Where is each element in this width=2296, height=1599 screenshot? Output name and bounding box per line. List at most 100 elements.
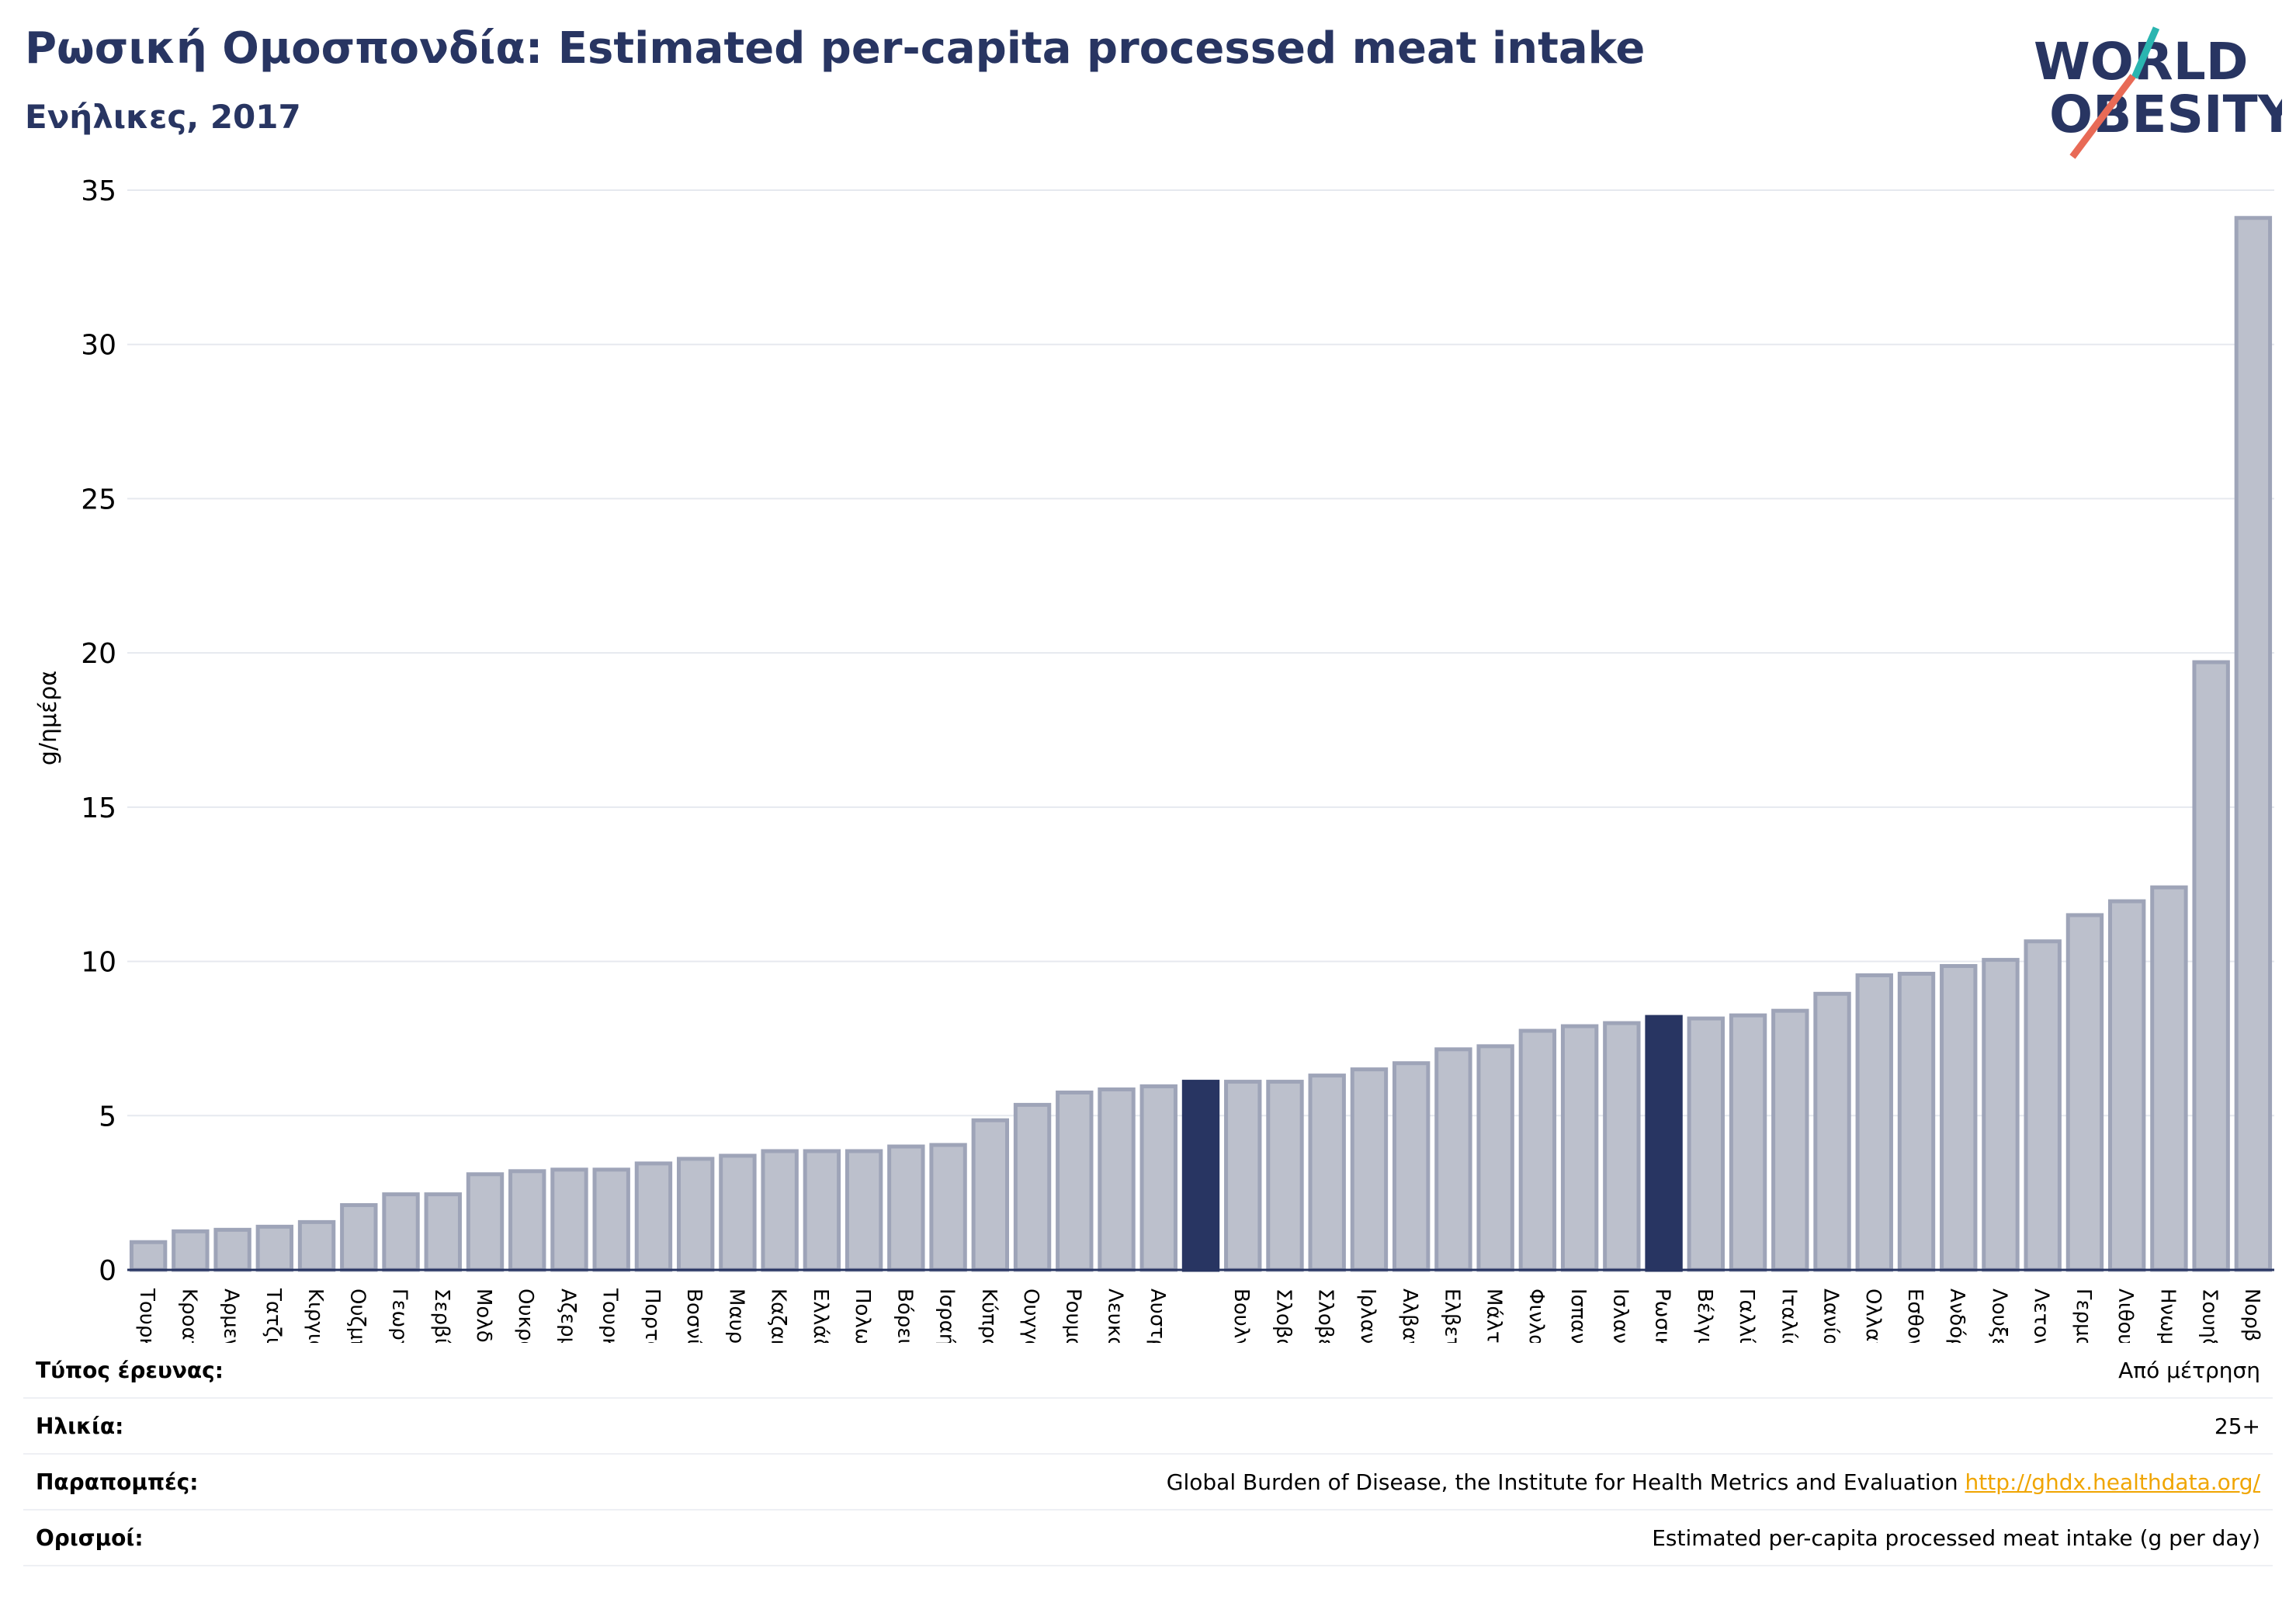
x-tick-label: Ουγγαρία [1019,1289,1042,1343]
bar [1813,991,1851,1272]
bar [887,1144,925,1272]
x-tick-label: Βοσνία και Ερζεγοβίνη [682,1289,706,1343]
chart-title: Ρωσική Ομοσπονδία: Estimated per-capita … [25,23,1646,74]
bar [1224,1080,1262,1272]
x-tick-label: Λετονία [2030,1289,2053,1343]
bar [1392,1061,1431,1272]
x-tick-label: Ισραήλ [935,1289,959,1343]
bar [1982,958,2020,1272]
y-tick-label: 25 [81,484,116,515]
bar [761,1149,799,1272]
x-tick-label: Ιταλία [1777,1289,1800,1343]
x-tick-label: Βέλγιο [1693,1289,1716,1343]
x-tick-label: Τατζικιστάν [262,1288,285,1343]
x-tick-label: Ισλανδία [1608,1289,1632,1343]
y-tick-label: 30 [81,330,116,362]
bar [719,1153,757,1272]
x-tick-label: Γεωργία [388,1289,411,1343]
x-tick-label: Ελβετία [1440,1289,1463,1343]
bar [1434,1047,1472,1272]
bar [2234,216,2273,1272]
bar [1013,1102,1052,1272]
bar [634,1161,673,1272]
x-tick-label: Σλοβενία [1314,1289,1337,1343]
x-tick-label: Μαυροβούνιο [724,1289,747,1343]
metadata-row: Ηλικία: 25+ [23,1399,2273,1455]
x-tick-label: Γερμανία [2072,1289,2095,1343]
bar [213,1227,251,1272]
y-tick-label: 35 [81,175,116,207]
y-axis-label: g/ημέρα [35,671,62,765]
x-tick-label: Δανία [1819,1289,1843,1343]
y-tick-label: 5 [99,1101,116,1132]
x-tick-label: Φινλανδία [1524,1289,1548,1343]
bars [129,216,2273,1272]
x-tick-label: Ουκρανία [514,1289,537,1343]
bar [1687,1016,1725,1272]
bar [1350,1067,1389,1272]
x-tick-label: Καζακστάν [767,1289,790,1343]
world-obesity-logo: WORLD OBESITY [2034,26,2282,159]
bar [382,1192,420,1272]
bar [1139,1084,1177,1272]
bar [929,1143,967,1272]
bar [508,1169,546,1272]
bar [1181,1080,1220,1272]
x-tick-label: Λευκορωσία [1104,1289,1127,1343]
bar [1518,1028,1557,1272]
x-tick-label: Βουλγαρία [1230,1289,1253,1343]
bar [340,1203,378,1272]
bar [1476,1044,1514,1272]
bar [424,1192,462,1272]
bar [2150,885,2188,1272]
bar [466,1172,505,1272]
x-tick-label: Λιθουανία [2114,1289,2137,1343]
x-tick-label: Σλοβακία [1271,1289,1295,1343]
bar [1645,1015,1683,1272]
y-tick-label: 10 [81,947,116,979]
source-link[interactable]: http://ghdx.healthdata.org/ [1965,1469,2260,1495]
x-tick-label: Πορτογαλία [640,1289,664,1343]
x-tick-label: Σερβία [430,1289,453,1343]
x-tick-label: Αζερμπαϊτζάν [556,1289,579,1343]
x-tick-label: Βόρεια Μακεδονία [893,1289,916,1343]
x-tick-label: Αρμενία [220,1289,243,1343]
bar [172,1229,210,1272]
x-tick-label: Λουξεμβούργο [1987,1289,2010,1343]
metadata-table: Τύπος έρευνας: Από μέτρηση Ηλικία: 25+ Παραπ… [23,1343,2273,1566]
x-tick-label: Ρουμανία [1061,1289,1084,1343]
x-tick-label: Αλβανία [1398,1289,1421,1343]
metadata-row: Τύπος έρευνας: Από μέτρηση [23,1343,2273,1399]
x-tick-label: Μάλτα [1483,1289,1506,1343]
y-tick-label: 0 [99,1255,116,1287]
x-tick-label: Σουηδία [2198,1289,2221,1343]
metadata-value: Από μέτρηση [2118,1357,2260,1383]
metadata-label: Παραπομπές: [36,1469,199,1495]
bar [1729,1013,1767,1272]
metadata-value: Estimated per-capita processed meat inta… [1652,1524,2260,1551]
bar [1603,1021,1641,1272]
logo-slash-red [2069,74,2136,159]
bar [803,1149,841,1272]
x-tick-label: Ολλανδία [1861,1289,1885,1343]
bar [2107,899,2146,1272]
bar [1098,1087,1136,1272]
metadata-value: Global Burden of Disease, the Institute … [1166,1469,2260,1495]
x-tick-label: Τουρκμενιστάν [598,1288,622,1343]
metadata-label: Ηλικία: [36,1413,124,1439]
bar [676,1157,715,1272]
bar [592,1167,630,1272]
bar [550,1167,588,1272]
bar [1308,1074,1346,1272]
y-axis-ticks: 0 5 10 15 20 25 30 35 [81,175,116,1287]
x-tick-label: Ισπανία [1566,1289,1590,1343]
bar [1897,971,1936,1272]
bar [1771,1008,1809,1272]
x-axis-labels: Τουρκία Κροατία Αρμενία Τατζικιστάν Κιργιστά… [135,1288,2263,1343]
bar [2065,913,2104,1272]
bar [129,1240,168,1272]
metadata-row: Ορισμοί: Estimated per-capita processed m… [23,1511,2273,1566]
bar [1940,964,1978,1272]
chart-subtitle: Ενήλικες, 2017 [25,98,301,136]
metadata-label: Ορισμοί: [36,1524,144,1551]
